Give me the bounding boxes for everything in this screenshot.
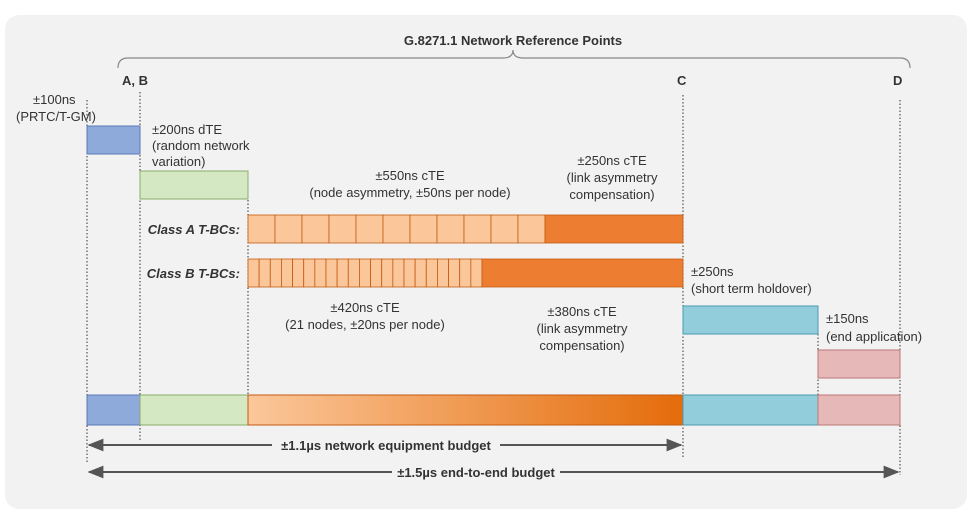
label-bg xyxy=(272,436,500,454)
cell xyxy=(382,214,411,244)
label: ±150ns (end application) xyxy=(826,311,922,344)
label: ±250ns cTE (link asymmetry compensation) xyxy=(566,153,658,202)
label: ±380ns cTE (link asymmetry compensation) xyxy=(536,304,628,353)
label-bg xyxy=(392,463,560,481)
label: ±100ns (PRTC/T-GM) xyxy=(16,92,96,124)
point-label: A, B xyxy=(122,73,148,88)
budget-label: ±1.1µs network equipment budget xyxy=(281,438,491,453)
cell xyxy=(459,258,472,288)
cell xyxy=(470,258,483,288)
cell xyxy=(490,214,519,244)
class-label: Class B T-BCs: xyxy=(147,266,240,281)
cell xyxy=(303,258,316,288)
label: ±420ns cTE (21 nodes, ±20ns per node) xyxy=(285,300,445,332)
cell xyxy=(436,214,465,244)
cell xyxy=(448,258,461,288)
cell xyxy=(425,258,438,288)
cell xyxy=(269,258,282,288)
cell xyxy=(403,258,416,288)
title: G.8271.1 Network Reference Points xyxy=(404,33,622,48)
class-b-bar xyxy=(247,258,684,288)
cell xyxy=(381,258,394,288)
cell xyxy=(517,214,546,244)
label: ±550ns cTE (node asymmetry, ±50ns per nod… xyxy=(309,168,510,200)
cell xyxy=(414,258,427,288)
cell xyxy=(274,214,303,244)
cell xyxy=(292,258,305,288)
cell xyxy=(247,258,260,288)
label: ±200ns dTE (random network variation) xyxy=(152,122,250,169)
cell xyxy=(437,258,449,288)
class-a-bar xyxy=(247,214,684,244)
point-label: C xyxy=(677,73,687,88)
cell xyxy=(409,214,438,244)
budget-label: ±1.5µs end-to-end budget xyxy=(397,465,555,480)
cell xyxy=(359,258,371,288)
cell xyxy=(314,258,327,288)
cell xyxy=(370,258,383,288)
class-label: Class A T-BCs: xyxy=(148,222,240,237)
cell xyxy=(258,258,271,288)
prtc-box xyxy=(86,125,141,155)
cell xyxy=(347,258,360,288)
cell xyxy=(328,214,357,244)
cell xyxy=(281,258,293,288)
cell xyxy=(544,214,684,244)
cell xyxy=(336,258,349,288)
cell xyxy=(301,214,330,244)
cell xyxy=(325,258,338,288)
dte-box xyxy=(139,170,249,200)
cell xyxy=(355,214,384,244)
cell xyxy=(392,258,405,288)
label: ±250ns (short term holdover) xyxy=(691,264,812,296)
brace xyxy=(117,49,911,69)
cell xyxy=(247,214,276,244)
holdover-box xyxy=(682,305,819,335)
cell xyxy=(463,214,492,244)
budget-bar xyxy=(86,394,901,426)
point-label: D xyxy=(893,73,902,88)
end-app-box xyxy=(817,349,901,379)
cell xyxy=(481,258,684,288)
